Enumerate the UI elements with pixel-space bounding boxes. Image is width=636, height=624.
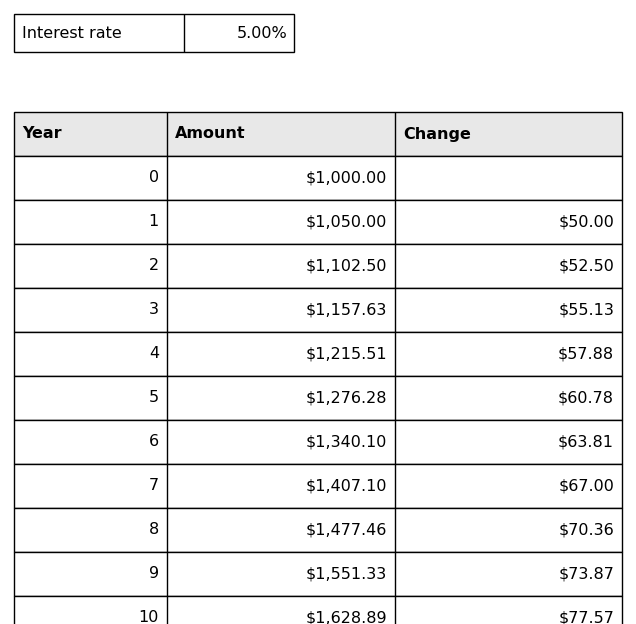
Text: $57.88: $57.88 — [558, 346, 614, 361]
Text: Amount: Amount — [175, 127, 245, 142]
Text: $70.36: $70.36 — [558, 522, 614, 537]
Text: $1,000.00: $1,000.00 — [306, 170, 387, 185]
Text: 9: 9 — [149, 567, 159, 582]
Text: $1,628.89: $1,628.89 — [305, 610, 387, 624]
Text: $50.00: $50.00 — [558, 215, 614, 230]
Text: 8: 8 — [149, 522, 159, 537]
Text: 1: 1 — [149, 215, 159, 230]
Bar — [14, 596, 622, 624]
Text: $1,551.33: $1,551.33 — [306, 567, 387, 582]
Bar — [14, 14, 294, 52]
Text: Year: Year — [22, 127, 62, 142]
Text: $1,407.10: $1,407.10 — [305, 479, 387, 494]
Bar — [14, 376, 622, 420]
Text: $52.50: $52.50 — [558, 258, 614, 273]
Text: $73.87: $73.87 — [558, 567, 614, 582]
Text: $55.13: $55.13 — [558, 303, 614, 318]
Bar — [14, 112, 622, 156]
Text: 6: 6 — [149, 434, 159, 449]
Bar — [14, 508, 622, 552]
Text: $67.00: $67.00 — [558, 479, 614, 494]
Text: $63.81: $63.81 — [558, 434, 614, 449]
Text: Change: Change — [403, 127, 471, 142]
Bar — [14, 200, 622, 244]
Text: 5: 5 — [149, 391, 159, 406]
Bar — [14, 288, 622, 332]
Text: 10: 10 — [139, 610, 159, 624]
Text: $1,050.00: $1,050.00 — [306, 215, 387, 230]
Text: 5.00%: 5.00% — [237, 26, 288, 41]
Text: 2: 2 — [149, 258, 159, 273]
Text: $1,157.63: $1,157.63 — [306, 303, 387, 318]
Bar — [14, 464, 622, 508]
Bar — [14, 552, 622, 596]
Bar — [14, 156, 622, 200]
Text: 3: 3 — [149, 303, 159, 318]
Text: $1,477.46: $1,477.46 — [306, 522, 387, 537]
Text: $1,276.28: $1,276.28 — [305, 391, 387, 406]
Text: Interest rate: Interest rate — [22, 26, 121, 41]
Text: 7: 7 — [149, 479, 159, 494]
Text: $1,102.50: $1,102.50 — [305, 258, 387, 273]
Text: $60.78: $60.78 — [558, 391, 614, 406]
Text: 4: 4 — [149, 346, 159, 361]
Bar — [14, 420, 622, 464]
Bar — [14, 244, 622, 288]
Text: $77.57: $77.57 — [558, 610, 614, 624]
Text: 0: 0 — [149, 170, 159, 185]
Text: $1,215.51: $1,215.51 — [305, 346, 387, 361]
Text: $1,340.10: $1,340.10 — [306, 434, 387, 449]
Bar — [14, 332, 622, 376]
